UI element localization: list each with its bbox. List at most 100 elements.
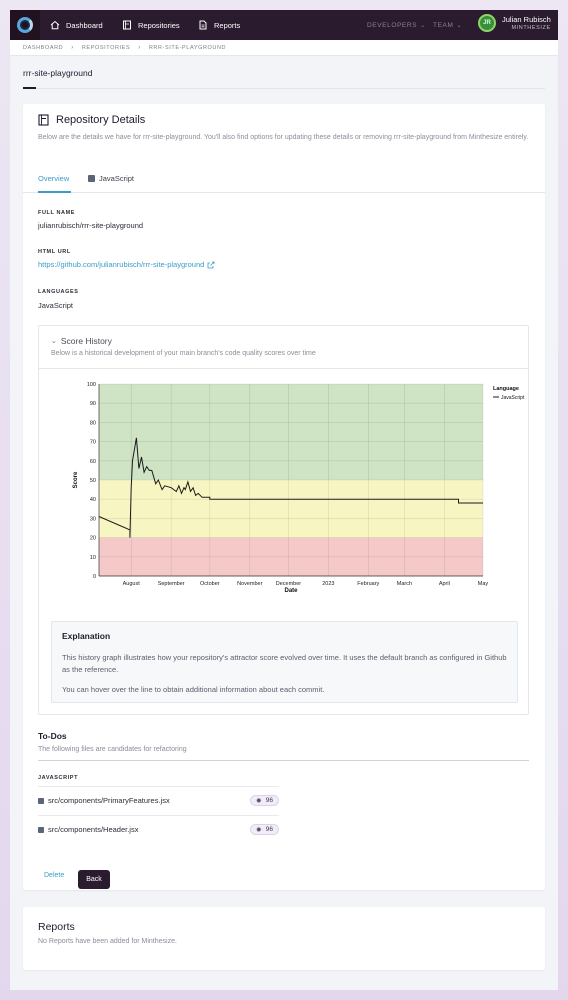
repository-details-card: Repository Details Below are the details…: [23, 104, 545, 890]
score-band: [99, 480, 483, 538]
nav-dashboard[interactable]: Dashboard: [50, 10, 103, 40]
tab-bar: Overview JavaScript: [23, 164, 545, 193]
logo[interactable]: [10, 10, 40, 40]
reports-title: Reports: [38, 921, 75, 933]
book-icon: [38, 114, 49, 126]
tab-overview[interactable]: Overview: [38, 174, 69, 183]
x-tick-label: February: [357, 581, 379, 587]
delete-button[interactable]: Delete: [38, 872, 70, 879]
nav-repositories-label: Repositories: [138, 20, 180, 30]
y-tick-label: 90: [90, 401, 96, 407]
book-icon: [123, 20, 131, 30]
gear-icon: ✹: [255, 797, 262, 805]
y-tick-label: 0: [93, 574, 96, 580]
y-tick-label: 50: [90, 478, 96, 484]
javascript-icon: [38, 797, 44, 804]
user-menu[interactable]: JR Julian Rubisch MINTHESIZE: [478, 14, 551, 32]
active-tab-indicator: [38, 191, 71, 193]
todos-title: To-Dos: [38, 731, 67, 741]
html-url-link[interactable]: https://github.com/julianrubisch/rrr-sit…: [38, 260, 215, 269]
score-band: [99, 537, 483, 576]
reports-card: Reports No Reports have been added for M…: [23, 907, 545, 970]
tab-javascript[interactable]: JavaScript: [88, 174, 134, 183]
languages-label: LANGUAGES: [38, 289, 79, 295]
home-icon: [50, 20, 60, 30]
y-tick-label: 10: [90, 555, 96, 561]
score-badge-value: 96: [265, 797, 273, 804]
developers-dropdown[interactable]: DEVELOPERS ⌄: [367, 10, 426, 40]
tab-javascript-label: JavaScript: [99, 174, 135, 183]
breadcrumb: DASHBOARD › REPOSITORIES › RRR-SITE-PLAY…: [10, 40, 558, 56]
y-axis-title: Score: [73, 471, 79, 488]
app-window: Dashboard Repositories Reports DEVELOPER…: [10, 10, 558, 990]
team-dropdown[interactable]: TEAM ⌄: [433, 10, 462, 40]
user-name: Julian Rubisch: [502, 15, 551, 24]
title-underline: [23, 87, 36, 89]
top-navigation: Dashboard Repositories Reports DEVELOPER…: [10, 10, 558, 40]
nav-dashboard-label: Dashboard: [66, 20, 103, 30]
todos-description: The following files are candidates for r…: [38, 746, 187, 753]
todo-file-row[interactable]: src/components/Header.jsx ✹ 96: [38, 815, 279, 843]
tab-overview-label: Overview: [38, 174, 70, 183]
nav-repositories[interactable]: Repositories: [122, 10, 180, 40]
card-description: Below are the details we have for rrr-si…: [38, 134, 529, 141]
gear-icon: ✹: [255, 826, 262, 834]
chevron-down-icon: ⌄: [420, 22, 426, 29]
back-button[interactable]: Back: [78, 870, 110, 889]
html-url-label: HTML URL: [38, 249, 71, 255]
x-axis-title: Date: [284, 588, 298, 594]
full-name-value: julianrubisch/rrr-site-playground: [38, 221, 144, 230]
html-url-text: https://github.com/julianrubisch/rrr-sit…: [38, 260, 205, 269]
score-badge: ✹ 96: [249, 824, 279, 835]
x-tick-label: April: [439, 581, 450, 587]
logo-icon: [17, 17, 33, 33]
y-tick-label: 40: [90, 497, 96, 503]
javascript-icon: [38, 826, 44, 833]
x-tick-label: 2023: [322, 581, 334, 587]
y-tick-label: 100: [87, 382, 96, 388]
avatar: JR: [478, 14, 496, 32]
developers-label: DEVELOPERS: [367, 21, 418, 29]
series-line-javascript: [98, 437, 483, 538]
x-tick-label: October: [200, 581, 220, 587]
explanation-hint: You can hover over the line to obtain ad…: [62, 685, 325, 694]
divider: [39, 368, 528, 369]
nav-reports[interactable]: Reports: [198, 10, 240, 40]
nav-reports-label: Reports: [214, 20, 241, 30]
x-tick-label: September: [158, 581, 185, 587]
score-badge-value: 96: [265, 826, 273, 833]
breadcrumb-current: RRR-SITE-PLAYGROUND: [148, 44, 227, 51]
score-badge: ✹ 96: [249, 795, 279, 806]
y-tick-label: 20: [90, 536, 96, 542]
x-tick-label: May: [478, 581, 489, 587]
chevron-down-icon: ⌄: [51, 338, 57, 345]
external-link-icon: [207, 261, 215, 268]
javascript-icon: [88, 175, 95, 182]
reports-description: No Reports have been added for Minthesiz…: [38, 938, 177, 945]
todo-file-path: src/components/PrimaryFeatures.jsx: [48, 796, 170, 805]
chevron-right-icon: ›: [138, 44, 141, 51]
full-name-label: FULL NAME: [38, 210, 76, 216]
score-history-toggle[interactable]: ⌄ Score History: [51, 336, 112, 346]
todo-file-row[interactable]: src/components/PrimaryFeatures.jsx ✹ 96: [38, 786, 279, 814]
x-tick-label: August: [123, 581, 141, 587]
y-tick-label: 30: [90, 516, 96, 522]
breadcrumb-repositories[interactable]: REPOSITORIES: [81, 44, 131, 51]
team-label: TEAM: [433, 21, 454, 29]
score-history-description: Below is a historical development of you…: [51, 350, 316, 357]
divider: [23, 88, 545, 89]
x-tick-label: March: [397, 581, 412, 587]
x-tick-label: December: [276, 581, 302, 587]
card-title: Repository Details: [56, 114, 146, 126]
divider: [38, 760, 529, 761]
page-title: rrr-site-playground: [23, 68, 93, 78]
legend-entry: JavaScript: [501, 395, 525, 401]
y-tick-label: 80: [90, 420, 96, 426]
todo-file-path: src/components/Header.jsx: [48, 825, 139, 834]
score-history-title: Score History: [60, 336, 112, 346]
breadcrumb-dashboard[interactable]: DASHBOARD: [23, 44, 64, 51]
languages-value: JavaScript: [38, 301, 74, 310]
todos-language-label: JAVASCRIPT: [38, 775, 79, 781]
explanation-title: Explanation: [62, 631, 111, 641]
score-history-chart[interactable]: 0 10 20 30 40 50 60 70 80 90 100 August September Oct…: [59, 376, 529, 616]
